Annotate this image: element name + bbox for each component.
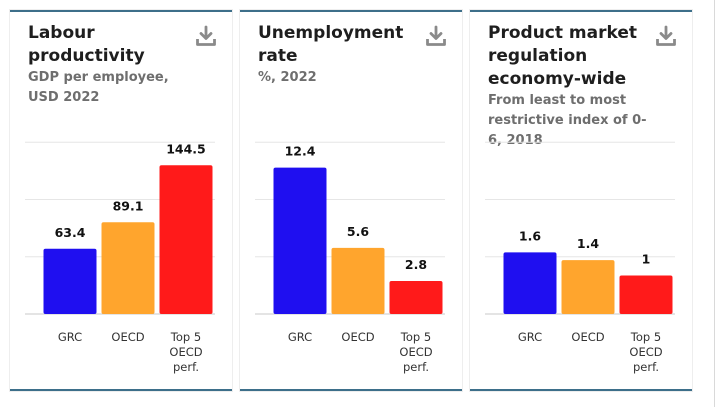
bar-value-label: 1 [642, 252, 651, 267]
chart-subtitle: GDP per employee, USD 2022 [28, 70, 169, 105]
download-button[interactable] [194, 24, 218, 48]
chart-card-product-market-regulation: Product market regulation economy-wide F… [470, 10, 692, 391]
bar-grc[interactable] [273, 167, 327, 314]
category-tick-label: GRC [518, 330, 542, 344]
category-tick-label: GRC [58, 330, 82, 344]
download-icon [196, 25, 216, 46]
bar-oecd[interactable] [101, 222, 155, 314]
download-button[interactable] [654, 24, 678, 48]
category-tick-label: OECD [571, 330, 604, 344]
bar-top5[interactable] [389, 280, 443, 314]
chart-subtitle: %, 2022 [258, 70, 317, 85]
category-tick-label: Top 5 OECD perf. [629, 330, 662, 374]
chart-subtitle: From least to most restrictive index of … [488, 93, 647, 148]
bar-top5[interactable] [619, 275, 673, 314]
bar-grc[interactable] [503, 252, 557, 314]
page-edge-divider [714, 0, 728, 407]
bar-value-label: 5.6 [347, 224, 369, 239]
category-tick-label: OECD [111, 330, 144, 344]
bar-top5[interactable] [159, 165, 213, 314]
download-icon [656, 25, 676, 46]
bar-chart: 63.4 GRC 89.1 OECD 144.5 Top 5 OECD perf. [25, 141, 215, 374]
chart-card-unemployment-rate: Unemployment rate %, 2022 12.4 GRC 5.6 OECD… [240, 10, 462, 391]
bar-value-label: 63.4 [55, 225, 86, 240]
bar-value-label: 12.4 [285, 144, 316, 159]
bar-chart: 1.6 GRC 1.4 OECD 1 Top 5 OECD perf. [485, 141, 675, 374]
category-tick-label: Top 5 OECD perf. [169, 330, 202, 374]
bar-grc[interactable] [43, 248, 97, 314]
chart-card-labour-productivity: Labour productivity GDP per employee, US… [10, 10, 232, 391]
bar-oecd[interactable] [331, 247, 385, 314]
category-tick-label: Top 5 OECD perf. [399, 330, 432, 374]
bar-value-label: 89.1 [113, 198, 144, 213]
bar-value-label: 1.4 [577, 236, 599, 251]
category-tick-label: OECD [341, 330, 374, 344]
bar-value-label: 2.8 [405, 257, 427, 272]
bar-value-label: 1.6 [519, 228, 541, 243]
bar-oecd[interactable] [561, 260, 615, 314]
download-icon [426, 25, 446, 46]
chart-title: Unemployment rate [258, 23, 404, 66]
bar-value-label: 144.5 [166, 141, 206, 156]
bar-chart: 12.4 GRC 5.6 OECD 2.8 Top 5 OECD perf. [255, 141, 445, 374]
category-tick-label: GRC [288, 330, 312, 344]
chart-title: Labour productivity [28, 23, 145, 66]
chart-title: Product market regulation economy-wide [488, 23, 637, 89]
download-button[interactable] [424, 24, 448, 48]
